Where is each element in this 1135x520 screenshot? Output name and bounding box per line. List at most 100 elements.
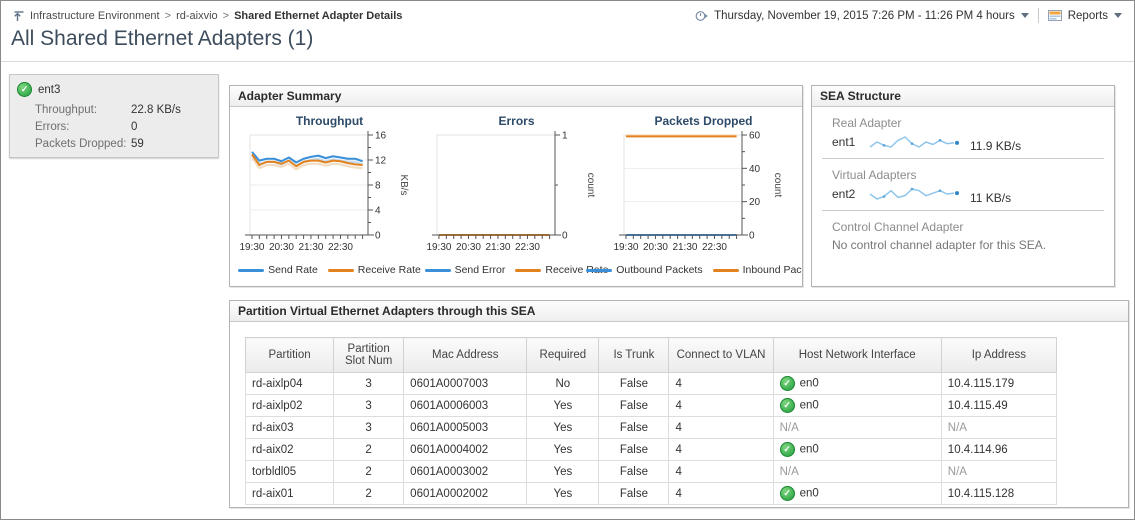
adapter-card-ent3[interactable]: ✓ ent3 Throughput: 22.8 KB/s Errors: 0 Pac…	[9, 74, 219, 158]
sea-divider	[822, 210, 1104, 211]
table-cell: 0601A0004002	[403, 438, 528, 461]
time-range-icon	[695, 10, 709, 22]
svg-text:20: 20	[749, 197, 761, 208]
reports-label[interactable]: Reports	[1067, 9, 1108, 22]
svg-text:20:30: 20:30	[643, 242, 668, 253]
table-cell: 4	[668, 394, 774, 417]
column-header[interactable]: Host Network Interface	[772, 337, 942, 373]
legend-item: Send Error	[424, 264, 505, 276]
table-cell: 0601A0006003	[403, 394, 528, 417]
table-cell: ✓ en0	[772, 372, 942, 395]
table-row: rd-aixlp04 3 0601A0007003 No False 4 ✓ en0 10.4.…	[244, 372, 1058, 395]
virtual-adapter-sparkline	[868, 186, 960, 202]
title-divider	[1, 61, 1134, 62]
partition-table: Partition Partition Slot Num Mac Address Re…	[244, 337, 1058, 505]
stat-label: Throughput:	[35, 104, 98, 116]
table-cell: Yes	[526, 460, 600, 483]
table-cell: 4	[668, 416, 774, 439]
table-cell: N/A	[940, 416, 1058, 439]
stat-value: 22.8 KB/s	[131, 104, 181, 116]
table-cell: ✓ en0	[772, 394, 942, 417]
table-cell: False	[598, 482, 670, 505]
column-header[interactable]: Required	[526, 337, 600, 373]
legend-item: Receive Rate	[515, 264, 608, 276]
table-cell: Yes	[526, 482, 600, 505]
table-cell: 4	[668, 438, 774, 461]
table-cell: rd-aix03	[244, 416, 335, 439]
level-up-icon[interactable]	[13, 10, 25, 22]
legend-item: Inbound Packets	[712, 264, 802, 276]
adapter-summary-header: Adapter Summary	[230, 86, 802, 107]
column-header[interactable]: Mac Address	[403, 337, 528, 373]
status-ok-icon: ✓	[779, 442, 795, 457]
column-header[interactable]: Ip Address	[940, 337, 1058, 373]
table-cell: rd-aixlp04	[244, 372, 335, 395]
table-cell: False	[598, 394, 670, 417]
svg-text:KB/s: KB/s	[398, 174, 409, 195]
breadcrumb-item-infrastructure[interactable]: Infrastructure Environment	[30, 10, 160, 22]
table-cell: False	[598, 416, 670, 439]
status-ok-icon: ✓	[779, 486, 795, 501]
page-title: All Shared Ethernet Adapters (1)	[11, 27, 314, 50]
svg-text:21:30: 21:30	[298, 242, 323, 253]
legend-item: Receive Rate	[327, 264, 421, 276]
real-adapter-sparkline	[868, 134, 960, 150]
reports-caret-icon[interactable]	[1114, 13, 1122, 18]
svg-text:20:30: 20:30	[269, 242, 294, 253]
table-cell: 2	[333, 460, 405, 483]
svg-text:4: 4	[375, 206, 381, 217]
chart-legend: Send Rate Receive Rate	[236, 264, 423, 276]
svg-text:60: 60	[749, 131, 761, 142]
time-range-caret-icon[interactable]	[1020, 13, 1029, 18]
svg-text:19:30: 19:30	[613, 242, 638, 253]
breadcrumb-item-current: Shared Ethernet Adapter Details	[234, 10, 403, 22]
real-adapter-value: 11.9 KB/s	[970, 139, 1022, 153]
charts-row: Throughput 0 4 8 12 16 KB/s 19:30 20:30 21:30 22:3…	[230, 107, 802, 276]
table-cell: 10.4.115.49	[940, 394, 1058, 417]
svg-text:0: 0	[375, 231, 381, 242]
table-cell: 4	[668, 372, 774, 395]
stat-label: Errors:	[35, 121, 70, 133]
svg-text:0: 0	[562, 231, 568, 242]
column-header[interactable]: Partition Slot Num	[333, 337, 405, 373]
time-range-label[interactable]: Thursday, November 19, 2015 7:26 PM - 11…	[714, 9, 1015, 22]
legend-swatch	[424, 268, 451, 272]
svg-text:count: count	[772, 173, 783, 198]
column-header[interactable]: Is Trunk	[598, 337, 670, 373]
svg-text:0: 0	[749, 231, 755, 242]
stat-value: 59	[131, 138, 144, 150]
table-cell: Yes	[526, 394, 600, 417]
table-cell: 0601A0003002	[403, 460, 528, 483]
reports-icon	[1047, 9, 1063, 22]
table-cell: 0601A0005003	[403, 416, 528, 439]
svg-text:22:30: 22:30	[515, 242, 540, 253]
table-cell: 3	[333, 416, 405, 439]
legend-swatch	[515, 268, 542, 272]
svg-text:count: count	[585, 173, 596, 198]
svg-text:8: 8	[375, 181, 381, 192]
table-cell: N/A	[772, 416, 942, 439]
chart-title: Errors	[498, 114, 535, 128]
topbar-controls: Thursday, November 19, 2015 7:26 PM - 11…	[695, 8, 1122, 23]
real-adapter-name[interactable]: ent1	[832, 135, 856, 149]
svg-text:40: 40	[749, 164, 761, 175]
table-cell: 2	[333, 482, 405, 505]
table-cell: 0601A0002002	[403, 482, 528, 505]
stat-label: Packets Dropped:	[35, 138, 127, 150]
table-cell: rd-aix02	[244, 438, 335, 461]
control-channel-message: No control channel adapter for this SEA.	[832, 238, 1047, 252]
sea-section-label: Virtual Adapters	[832, 168, 917, 182]
sea-real-adapter-section: Real Adapter ent1 11.9 KB/s	[812, 107, 1114, 158]
virtual-adapter-name[interactable]: ent2	[832, 187, 856, 201]
column-header[interactable]: Partition	[244, 337, 335, 373]
table-cell: ✓ en0	[772, 438, 942, 461]
svg-text:20:30: 20:30	[456, 242, 481, 253]
column-header[interactable]: Connect to VLAN	[668, 337, 774, 373]
table-cell: 10.4.115.179	[940, 372, 1058, 395]
breadcrumb-item-host[interactable]: rd-aixvio	[176, 10, 218, 22]
svg-text:22:30: 22:30	[702, 242, 727, 253]
adapter-summary-panel: Adapter Summary Throughput 0 4 8 12 16 KB/s 19:…	[229, 85, 803, 287]
virtual-adapter-value: 11 KB/s	[970, 191, 1012, 205]
status-ok-icon: ✓	[779, 376, 795, 391]
